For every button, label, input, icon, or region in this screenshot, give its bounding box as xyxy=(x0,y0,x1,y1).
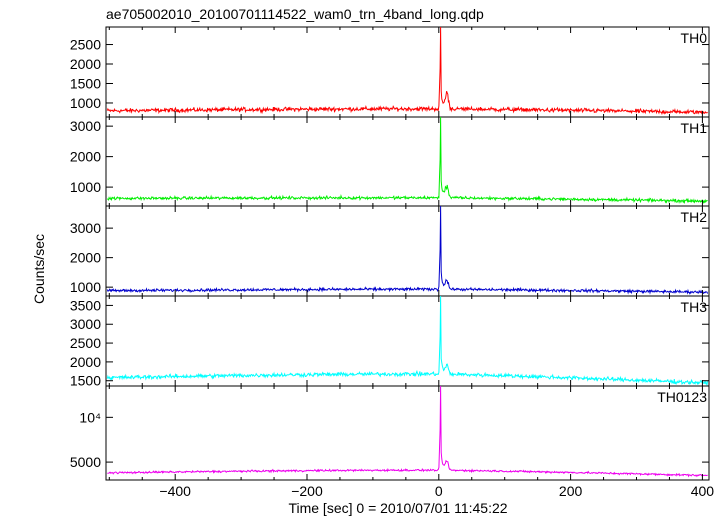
y-tick-label: 1000 xyxy=(70,279,101,295)
panel-th3: 1500 2000 2500 3000 3500 TH3 xyxy=(70,295,710,389)
y-tick-label: 1500 xyxy=(70,75,101,91)
x-tick-label: −200 xyxy=(291,483,323,499)
panel-th1: 1000 2000 3000 TH1 xyxy=(70,116,710,207)
y-tick-label: 1000 xyxy=(70,95,101,111)
chart-title: ae705002010_20100701114522_wam0_trn_4ban… xyxy=(106,6,484,22)
x-tick-label: 400 xyxy=(691,483,715,499)
series-line-th0 xyxy=(106,26,708,116)
series-line-th1 xyxy=(106,116,708,205)
panel-label: TH3 xyxy=(681,299,708,315)
panel-label: TH0 xyxy=(681,30,708,46)
panel-label: TH2 xyxy=(681,209,708,225)
panel-label: TH0123 xyxy=(657,389,707,405)
y-tick-label: 2000 xyxy=(70,354,101,370)
series-line-th0123 xyxy=(107,385,708,478)
panel-frame xyxy=(105,385,710,481)
panel-th0: 1000 1500 2000 2500 TH0 xyxy=(70,26,710,118)
panel-frame xyxy=(105,205,710,297)
y-tick-label: 2500 xyxy=(70,335,101,351)
panel-label: TH1 xyxy=(681,120,708,136)
x-axis-label: Time [sec] 0 = 2010/07/01 11:45:22 xyxy=(288,500,507,516)
x-tick-label: −400 xyxy=(159,483,191,499)
y-tick-label: 1000 xyxy=(70,179,101,195)
y-tick-label: 2000 xyxy=(70,149,101,165)
y-tick-label: 2000 xyxy=(70,250,101,266)
y-tick-label: 2500 xyxy=(70,37,101,53)
y-axis-label: Counts/sec xyxy=(31,234,47,304)
panel-frame xyxy=(105,26,710,118)
y-tick-label: 3000 xyxy=(70,316,101,332)
y-tick-label: 3000 xyxy=(70,118,101,134)
x-tick-label: 200 xyxy=(559,483,583,499)
panel-frame xyxy=(105,116,710,207)
series-line-th3 xyxy=(106,295,709,387)
y-tick-label: 5000 xyxy=(70,454,101,470)
panel-th0123: 5000 10⁴ TH0123 xyxy=(70,385,710,481)
panel-th2: 1000 2000 3000 TH2 xyxy=(70,205,710,297)
y-tick-label: 3500 xyxy=(70,297,101,313)
y-tick-label: 10⁴ xyxy=(79,409,101,425)
y-tick-label: 2000 xyxy=(70,56,101,72)
y-tick-label: 1500 xyxy=(70,373,101,389)
series-line-th2 xyxy=(106,205,709,295)
y-tick-label: 3000 xyxy=(70,220,101,236)
x-tick-label: 0 xyxy=(435,483,443,499)
